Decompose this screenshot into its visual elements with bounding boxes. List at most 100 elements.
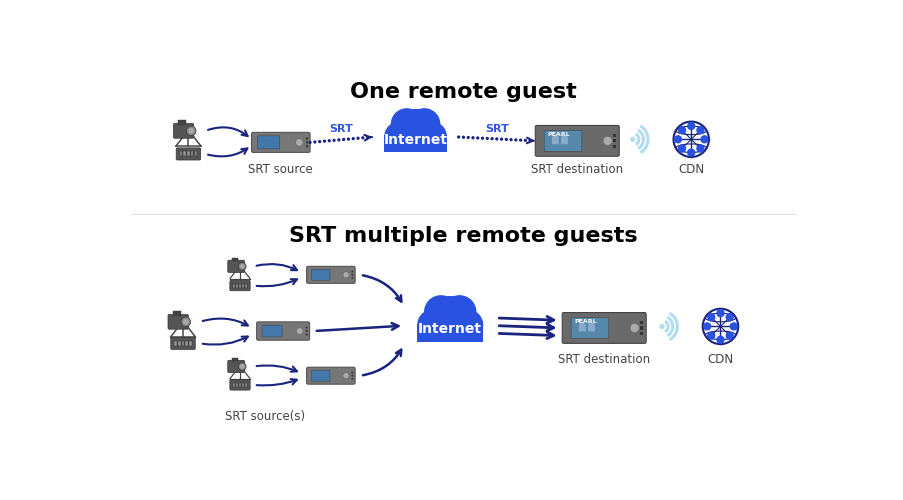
Text: SRT destination: SRT destination: [557, 352, 649, 366]
FancyBboxPatch shape: [578, 324, 585, 332]
Bar: [238, 284, 241, 288]
Bar: [612, 140, 616, 142]
Circle shape: [725, 314, 732, 320]
Circle shape: [519, 139, 521, 141]
Circle shape: [351, 375, 353, 376]
Circle shape: [588, 322, 594, 328]
Circle shape: [305, 334, 307, 336]
Circle shape: [579, 322, 585, 328]
Circle shape: [239, 364, 244, 368]
FancyBboxPatch shape: [171, 338, 195, 349]
Circle shape: [703, 323, 710, 330]
Bar: [185, 341, 188, 346]
Bar: [245, 383, 247, 387]
Circle shape: [674, 136, 681, 143]
FancyBboxPatch shape: [306, 266, 355, 283]
Circle shape: [238, 262, 246, 270]
Bar: [639, 321, 642, 324]
Circle shape: [416, 310, 447, 340]
Bar: [233, 284, 235, 288]
Circle shape: [309, 142, 311, 144]
Text: Internet: Internet: [418, 322, 481, 336]
Text: SRT: SRT: [329, 124, 353, 134]
Circle shape: [238, 362, 246, 370]
Bar: [245, 284, 247, 288]
Bar: [233, 383, 235, 387]
Circle shape: [328, 140, 330, 141]
FancyBboxPatch shape: [571, 318, 608, 338]
Circle shape: [659, 324, 663, 328]
Circle shape: [696, 145, 703, 152]
FancyBboxPatch shape: [262, 325, 282, 337]
Circle shape: [323, 140, 325, 142]
Bar: [639, 332, 642, 335]
Circle shape: [351, 378, 353, 380]
Circle shape: [707, 332, 714, 339]
FancyBboxPatch shape: [251, 132, 310, 152]
Text: SRT: SRT: [484, 124, 508, 134]
Circle shape: [357, 138, 358, 139]
Circle shape: [716, 336, 723, 343]
Circle shape: [725, 332, 732, 339]
Circle shape: [687, 122, 694, 130]
Circle shape: [467, 136, 469, 138]
Circle shape: [678, 126, 684, 134]
Circle shape: [351, 372, 353, 374]
Text: SRT source(s): SRT source(s): [225, 410, 305, 424]
FancyBboxPatch shape: [312, 270, 330, 280]
FancyBboxPatch shape: [562, 312, 646, 344]
FancyBboxPatch shape: [561, 138, 567, 144]
Circle shape: [390, 108, 423, 140]
Circle shape: [186, 126, 196, 136]
Circle shape: [442, 295, 476, 329]
Circle shape: [408, 108, 440, 140]
FancyBboxPatch shape: [306, 367, 355, 384]
Circle shape: [457, 136, 459, 138]
Bar: [178, 120, 186, 124]
Circle shape: [342, 272, 349, 278]
Text: Internet: Internet: [383, 133, 447, 147]
Circle shape: [490, 138, 492, 140]
Bar: [242, 284, 244, 288]
Bar: [612, 134, 616, 137]
Circle shape: [462, 136, 464, 138]
Circle shape: [305, 141, 308, 144]
Bar: [194, 152, 197, 156]
FancyBboxPatch shape: [168, 314, 188, 329]
Circle shape: [481, 138, 483, 139]
Circle shape: [678, 145, 684, 152]
Circle shape: [417, 122, 446, 150]
Text: SRT multiple remote guests: SRT multiple remote guests: [289, 226, 637, 246]
Text: PEARL: PEARL: [574, 320, 597, 324]
Circle shape: [351, 277, 353, 279]
Circle shape: [351, 270, 353, 272]
Bar: [178, 341, 181, 346]
Bar: [639, 326, 642, 330]
Circle shape: [181, 317, 191, 326]
Circle shape: [342, 372, 349, 379]
Circle shape: [509, 138, 511, 140]
Circle shape: [452, 310, 483, 340]
Bar: [612, 144, 616, 148]
Bar: [242, 383, 244, 387]
Circle shape: [524, 140, 526, 141]
Circle shape: [367, 136, 368, 138]
FancyBboxPatch shape: [587, 324, 594, 332]
Circle shape: [342, 138, 344, 140]
Text: One remote guest: One remote guest: [349, 82, 576, 102]
Bar: [231, 258, 238, 262]
Circle shape: [515, 139, 517, 141]
Bar: [236, 383, 237, 387]
FancyBboxPatch shape: [229, 380, 250, 390]
Bar: [172, 312, 181, 316]
Circle shape: [305, 326, 307, 328]
Circle shape: [333, 140, 335, 141]
Circle shape: [496, 138, 498, 140]
FancyBboxPatch shape: [256, 322, 309, 340]
FancyBboxPatch shape: [228, 260, 244, 272]
Circle shape: [351, 274, 353, 276]
Bar: [189, 341, 191, 346]
Circle shape: [707, 314, 714, 320]
Circle shape: [696, 126, 703, 134]
Circle shape: [313, 141, 315, 143]
